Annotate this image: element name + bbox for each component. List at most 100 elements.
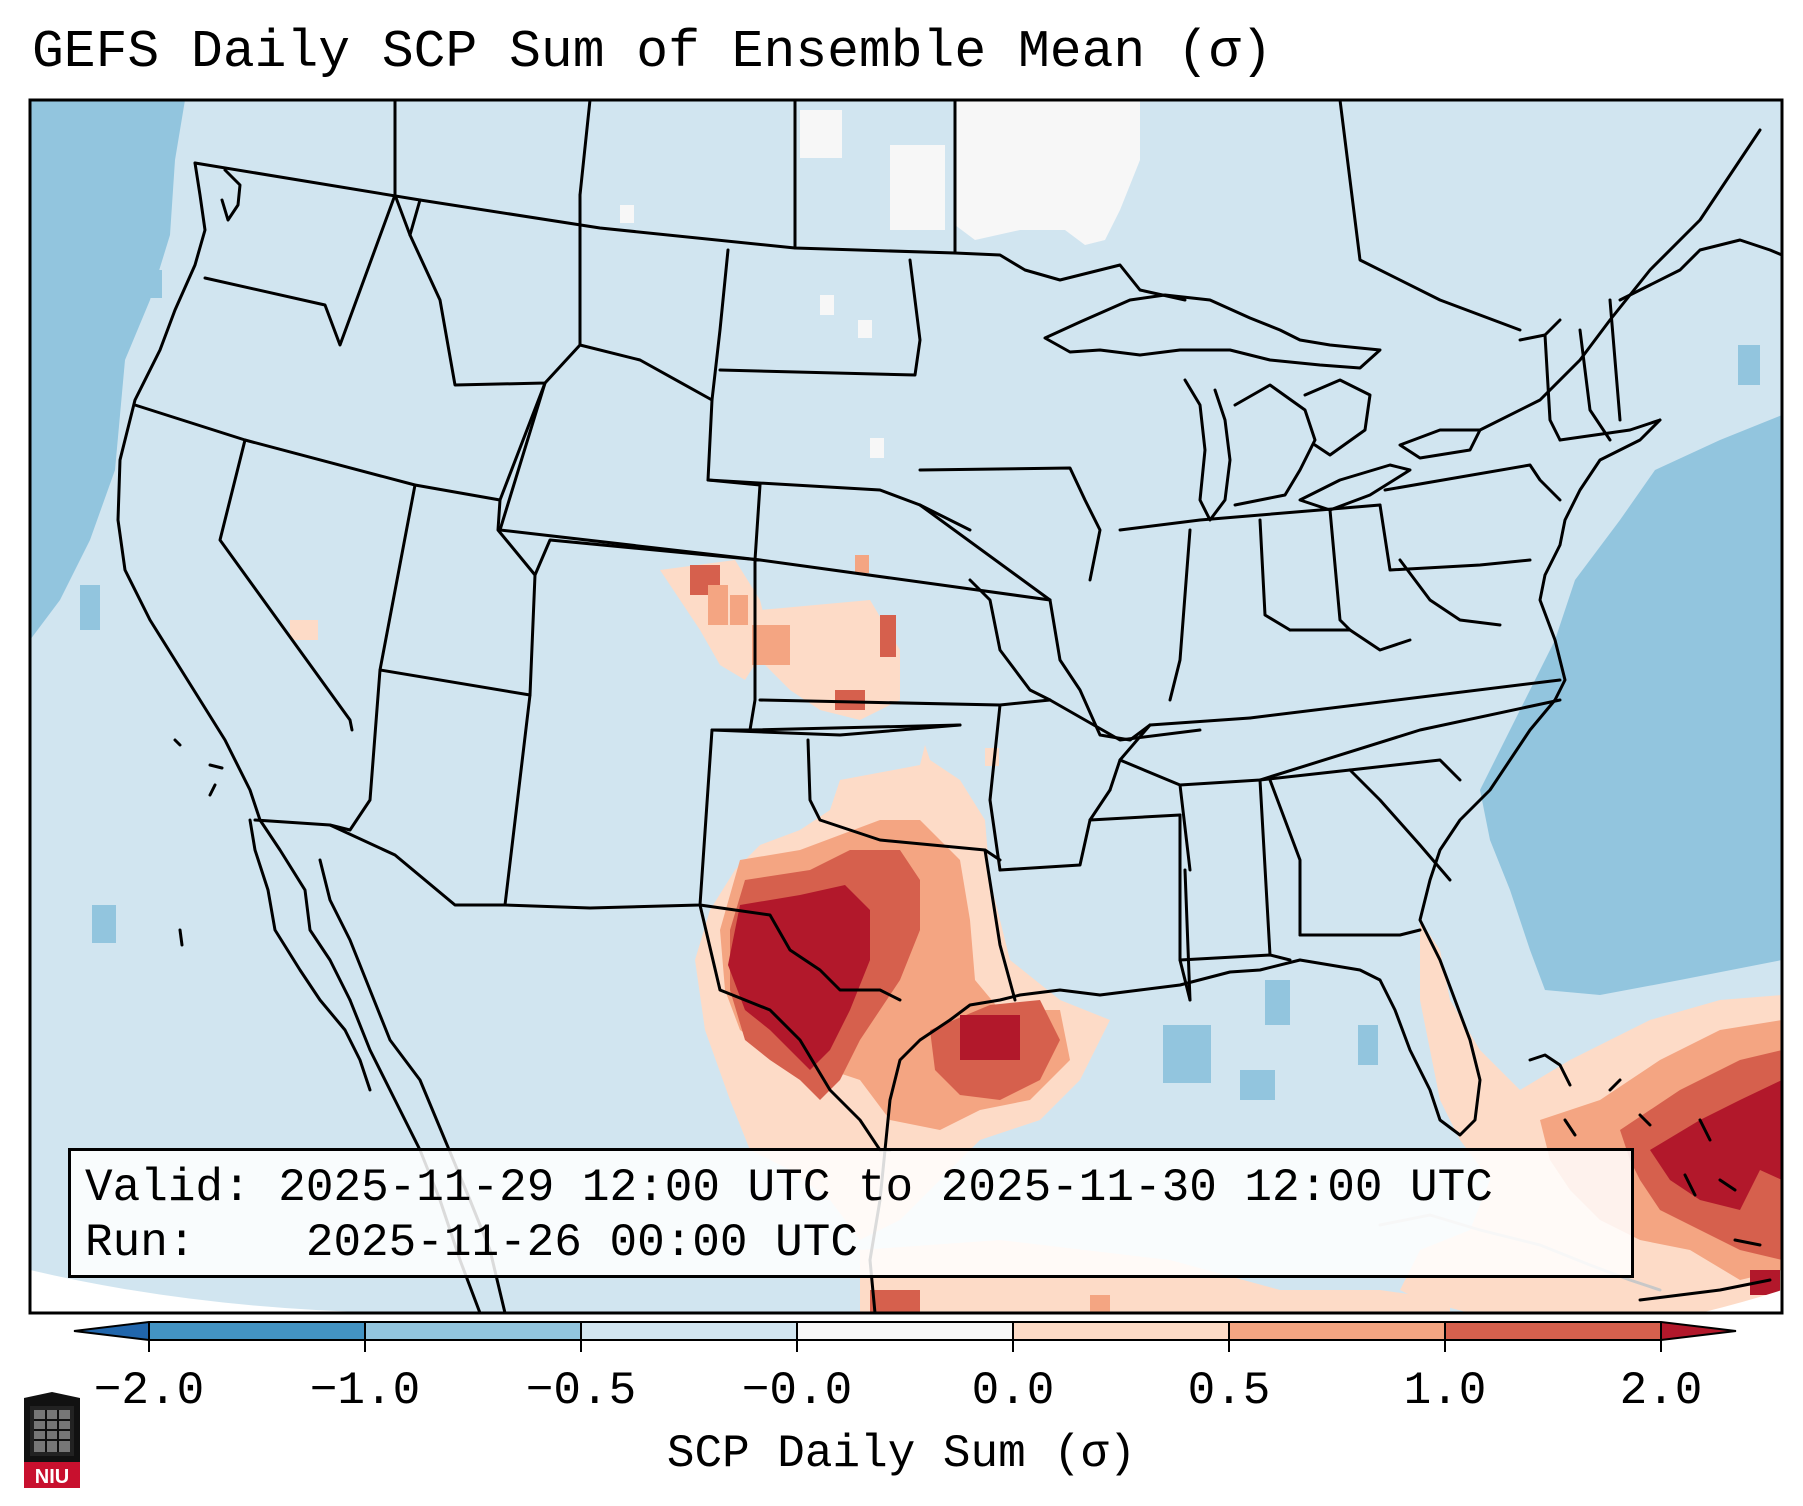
atlantic-positive-peak: [1650, 1080, 1782, 1210]
neutral-cell: [620, 205, 634, 223]
colorbar-tick-label: −0.5: [525, 1365, 637, 1417]
state-border: [1328, 508, 1352, 632]
neutral-cell: [820, 295, 834, 315]
state-border: [1168, 528, 1192, 702]
state-border: [918, 466, 1102, 582]
colorbar-tick-label: −1.0: [309, 1365, 421, 1417]
bahamas: [1683, 1173, 1697, 1197]
state-border: [706, 398, 1052, 602]
neutral-region: [955, 100, 1140, 245]
bahamas: [1528, 1053, 1572, 1087]
neutral-cell: [890, 145, 945, 230]
colorbar-bin: [365, 1322, 581, 1340]
atlantic-negative-cell: [1738, 345, 1760, 385]
state-border: [1118, 503, 1382, 532]
state-border: [1178, 783, 1192, 872]
southeast-coastline: [1298, 698, 1557, 1137]
colorbar-bin: [1445, 1322, 1661, 1340]
state-border: [718, 258, 922, 377]
state-border: [1258, 778, 1272, 957]
state-border: [393, 193, 714, 402]
plains-positive-cell: [985, 748, 999, 766]
bahamas: [1718, 1178, 1737, 1192]
plains-positive-cell: [730, 595, 748, 625]
state-border: [1398, 558, 1502, 627]
state-border: [1258, 518, 1292, 632]
island: [208, 763, 224, 770]
state-border: [1268, 778, 1302, 937]
state-border: [408, 198, 422, 237]
state-border: [983, 848, 1017, 1002]
colorbar-tick-label: 1.0: [1403, 1365, 1487, 1417]
lake-michigan: [1183, 378, 1232, 522]
province-border: [1338, 100, 1522, 332]
colorbar-extend-high: [1661, 1322, 1736, 1340]
state-border: [253, 483, 417, 832]
state-border: [1378, 503, 1532, 572]
pacific-coastline: [116, 161, 352, 1002]
colorbar-bin: [581, 1322, 797, 1340]
logo-text: NIU: [35, 1466, 69, 1488]
gulf-negative-cell: [1358, 1025, 1378, 1065]
pacific-negative-cell: [140, 270, 162, 298]
state-border: [918, 503, 1052, 602]
neutral-cell: [800, 110, 842, 158]
colorbar-bin: [797, 1322, 1013, 1340]
gulf-negative-cell: [1265, 980, 1290, 1025]
colorbar-bin: [1013, 1322, 1229, 1340]
bahamas: [1608, 1078, 1622, 1092]
island: [173, 738, 182, 747]
colorbar-tick-label: 2.0: [1619, 1365, 1703, 1417]
state-border: [1383, 463, 1562, 502]
run-label: Run:: [85, 1217, 196, 1269]
plains-positive-cell: [855, 555, 869, 573]
state-border: [710, 723, 962, 737]
atlantic-negative-anomaly: [1480, 415, 1782, 995]
lake-erie: [1298, 463, 1412, 512]
colorbar-label: SCP Daily Sum (σ): [666, 1428, 1137, 1480]
pacific-negative-cell: [80, 585, 100, 630]
lake-superior: [1043, 293, 1382, 370]
rio-grande-border: [698, 903, 892, 1152]
maritime-coast: [1618, 238, 1782, 302]
state-border: [203, 193, 397, 347]
state-border: [710, 248, 730, 402]
colorbar-tick-label: 0.0: [971, 1365, 1055, 1417]
map-frame-border: [28, 98, 1784, 1315]
colorbar-tick-label: −0.0: [741, 1365, 853, 1417]
plains-positive-cell: [752, 625, 790, 665]
us-mexico-border-west: [328, 823, 507, 907]
state-border: [706, 478, 972, 532]
island: [208, 783, 217, 797]
bahamas: [1733, 1238, 1762, 1247]
state-border: [1298, 928, 1422, 937]
projection-edge: [1700, 1290, 1782, 1313]
state-border: [1288, 628, 1412, 652]
colorbar-extend-low: [74, 1322, 149, 1340]
us-canada-border: [193, 161, 1187, 302]
valid-run-info-box: Valid: 2025-11-29 12:00 UTC to 2025-11-3…: [68, 1148, 1634, 1278]
state-border: [1543, 333, 1562, 442]
pacific-negative-cell: [92, 905, 116, 943]
neutral-cell: [858, 320, 872, 338]
state-border: [1048, 698, 1202, 742]
bahamas: [1638, 1113, 1652, 1127]
hispaniola-coast: [1638, 1278, 1772, 1302]
mexico-positive-cell: [1090, 1295, 1110, 1313]
state-border: [1248, 678, 1562, 720]
lake-ontario: [1398, 428, 1482, 460]
plains-positive-cell: [290, 620, 318, 640]
state-border: [1183, 868, 1192, 1002]
colorbar-bin: [1229, 1322, 1445, 1340]
state-border: [133, 403, 502, 502]
gulf-negative-cell: [1163, 1025, 1211, 1083]
state-border: [1348, 758, 1462, 782]
lake-huron: [1303, 378, 1372, 457]
state-border: [498, 381, 762, 562]
plains-positive-cell: [708, 585, 728, 625]
plains-positive-cell: [835, 690, 865, 710]
projection-edge: [30, 1270, 400, 1313]
northeast-coast: [1538, 418, 1662, 702]
baja-peninsula: [248, 818, 372, 1092]
